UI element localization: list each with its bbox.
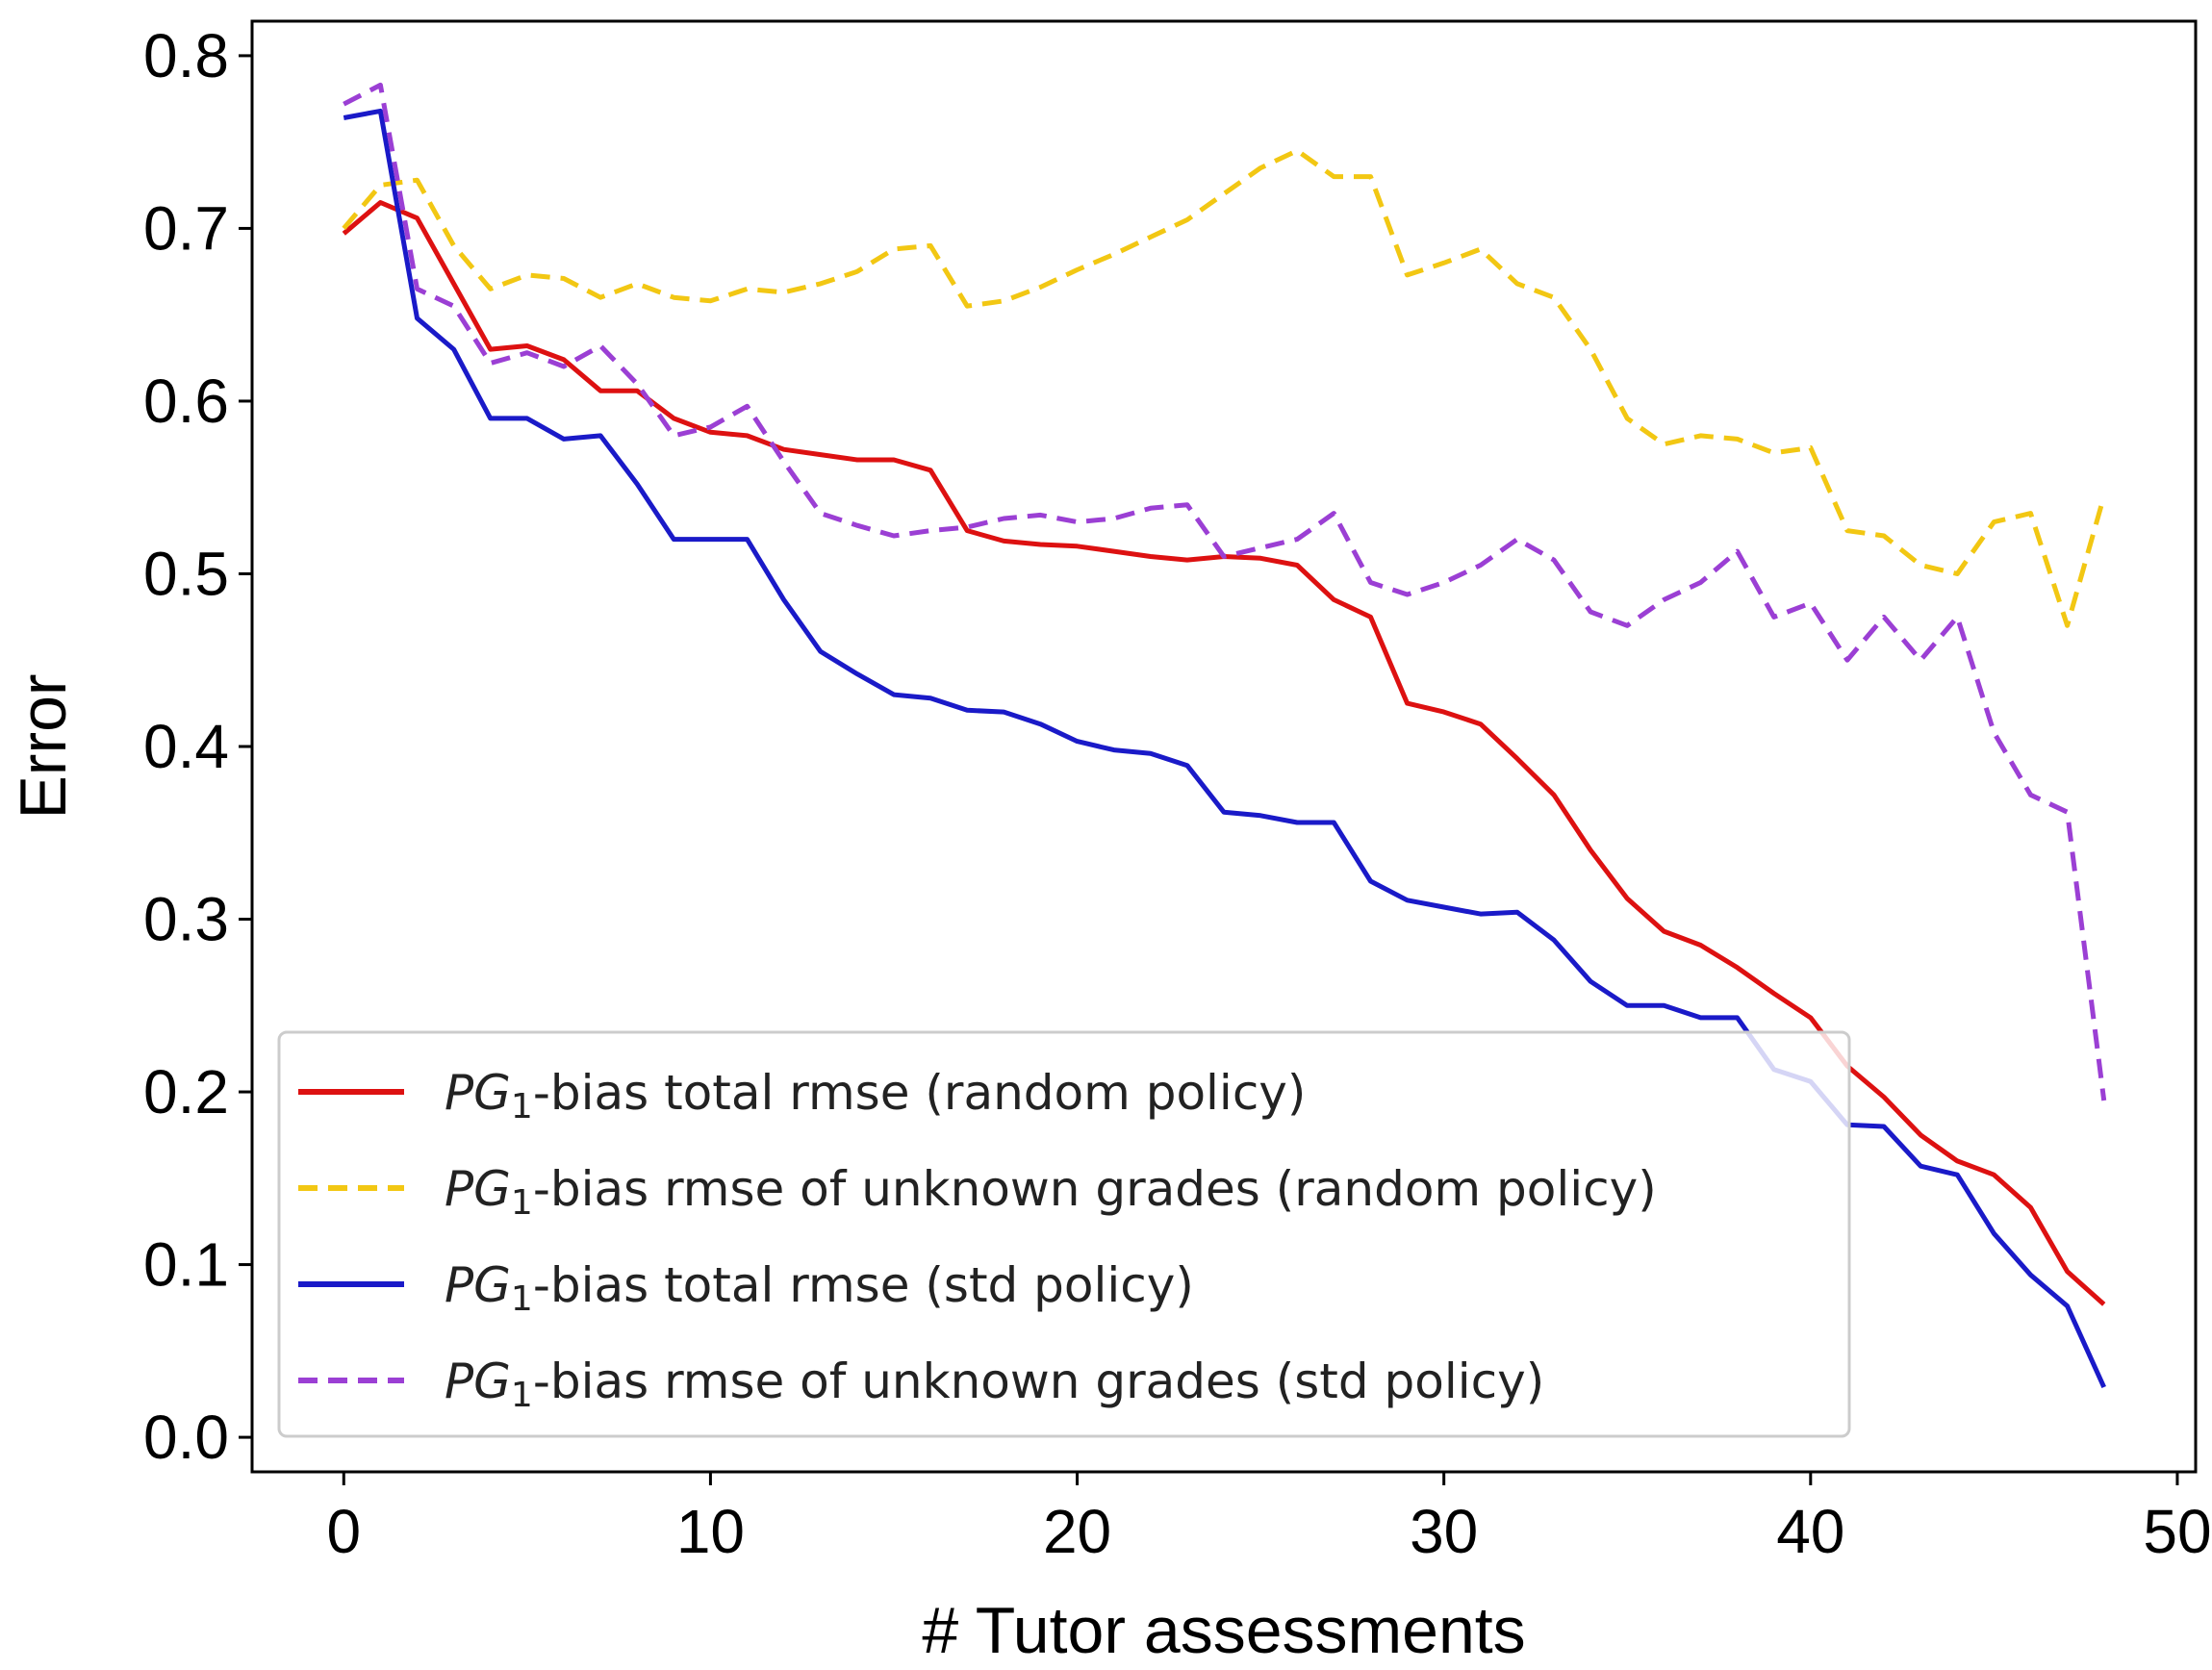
y-tick-label: 0.8 <box>143 21 229 90</box>
y-tick-label: 0.3 <box>143 885 229 954</box>
x-tick-label: 0 <box>326 1497 361 1566</box>
series-line-pg1-bias-rmse-of-unknown-grades-std-policy <box>343 82 2107 1101</box>
x-tick-label: 30 <box>1410 1497 1478 1566</box>
y-axis-ticks: 0.0 0.1 0.2 0.3 0.4 0.5 0.6 0.7 0.8 <box>143 21 252 1472</box>
legend-label-pg1-bias-total-rmse-random-policy: PG1-bias total rmse (random policy) <box>445 1065 1306 1126</box>
y-axis-label: Error <box>7 673 80 819</box>
y-tick-label: 0.7 <box>143 193 229 263</box>
series-line-pg1-bias-rmse-of-unknown-grades-random-policy <box>342 148 2107 628</box>
y-tick-label: 0.6 <box>143 367 229 436</box>
x-tick-label: 20 <box>1043 1497 1111 1566</box>
legend-label-pg1-bias-total-rmse-std-policy: PG1-bias total rmse (std policy) <box>445 1257 1194 1319</box>
x-tick-label: 50 <box>2143 1497 2211 1566</box>
x-axis-ticks: 0 10 20 30 40 50 <box>326 1472 2212 1566</box>
x-tick-label: 10 <box>676 1497 745 1566</box>
legend-box <box>277 1030 1851 1438</box>
x-axis-label: # Tutor assessments <box>922 1594 1525 1667</box>
legend-label-pg1-bias-rmse-of-unknown-grades-random-policy: PG1-bias rmse of unknown grades (random … <box>445 1161 1657 1223</box>
legend: PG1-bias total rmse (random policy) PG1-b… <box>277 1030 1851 1438</box>
y-tick-label: 0.4 <box>143 712 229 781</box>
x-tick-label: 40 <box>1776 1497 1844 1566</box>
legend-label-pg1-bias-rmse-of-unknown-grades-std-policy: PG1-bias rmse of unknown grades (std pol… <box>445 1354 1544 1415</box>
y-tick-label: 0.0 <box>143 1403 229 1472</box>
y-tick-label: 0.2 <box>143 1057 229 1126</box>
y-tick-label: 0.1 <box>143 1230 229 1300</box>
y-tick-label: 0.5 <box>143 539 229 608</box>
